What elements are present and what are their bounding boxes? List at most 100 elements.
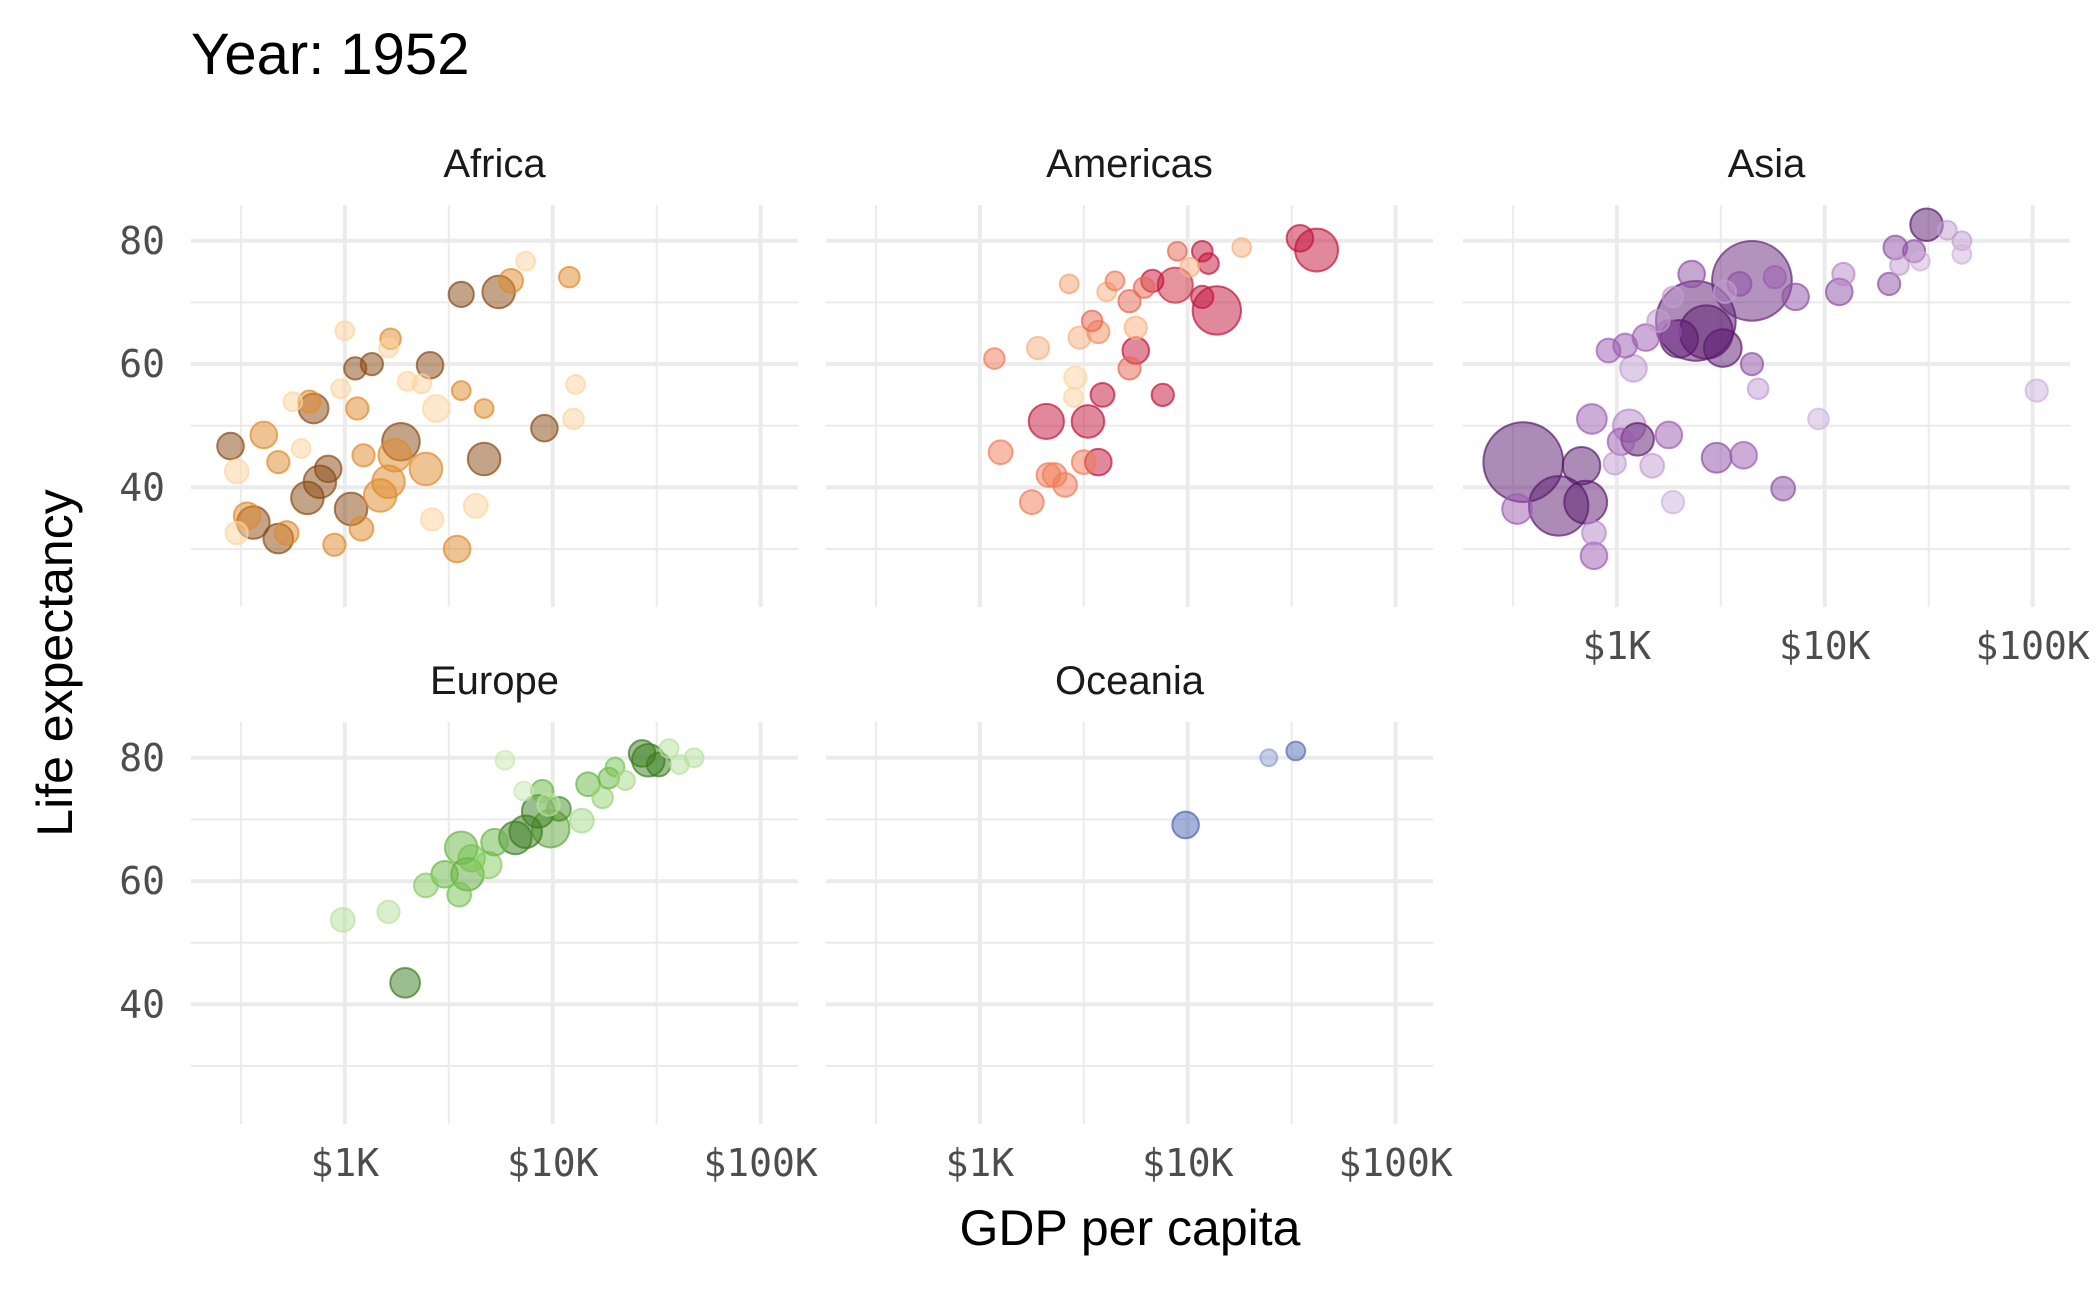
data-point: [494, 749, 516, 771]
data-point: [1231, 237, 1253, 258]
data-point: [1027, 402, 1065, 440]
facet-africa: Africa 40 60 80: [119, 142, 798, 607]
data-point: [1063, 365, 1088, 390]
x-tick-label: $10K: [1142, 1141, 1234, 1185]
data-point: [351, 443, 376, 468]
x-tick-label: $1K: [946, 1141, 1015, 1185]
data-point: [1746, 377, 1770, 401]
data-point: [1089, 382, 1116, 408]
data-point: [330, 378, 352, 400]
data-point: [983, 347, 1006, 370]
data-point: [1062, 386, 1084, 408]
y-tick-label: 40: [119, 465, 165, 509]
data-point: [1576, 403, 1608, 435]
data-point: [1951, 243, 1973, 265]
data-point: [1179, 256, 1201, 278]
data-point: [473, 398, 495, 419]
data-point: [1259, 748, 1279, 768]
data-point: [408, 451, 444, 487]
data-point: [1762, 265, 1787, 290]
data-point: [1080, 309, 1104, 333]
data-point: [1889, 255, 1910, 276]
data-point: [604, 756, 626, 778]
data-point: [536, 792, 561, 817]
data-point: [1117, 289, 1142, 314]
data-point: [513, 780, 535, 802]
data-point: [224, 520, 249, 546]
x-tick-label: $10K: [1779, 624, 1871, 668]
data-point: [1660, 490, 1686, 515]
data-point: [266, 449, 291, 475]
x-tick-label: $1K: [1583, 624, 1652, 668]
facet-asia: Asia $1K $10K $100K: [1463, 142, 2090, 668]
data-point: [1739, 351, 1765, 377]
y-tick-label: 40: [119, 982, 165, 1026]
data-point: [1171, 810, 1200, 840]
facet-americas: Americas: [826, 142, 1433, 607]
data-point: [1579, 541, 1609, 571]
data-point: [1197, 252, 1220, 275]
facet-label: Africa: [443, 142, 546, 186]
data-point: [216, 431, 245, 461]
data-point: [345, 396, 370, 421]
data-point: [558, 265, 581, 289]
data-point: [422, 394, 451, 423]
data-point: [359, 351, 384, 377]
data-point: [389, 966, 421, 999]
y-tick-label: 60: [119, 859, 165, 903]
data-point: [1123, 315, 1148, 340]
data-point: [249, 420, 279, 450]
data-point: [1561, 446, 1602, 486]
x-axis-title: GDP per capita: [960, 1200, 1301, 1256]
data-point: [1677, 259, 1706, 289]
data-point: [1831, 261, 1856, 287]
data-point: [987, 439, 1014, 466]
data-point: [658, 738, 680, 759]
data-point: [1150, 382, 1175, 408]
y-axis-title: Life expectancy: [27, 489, 83, 836]
data-point: [1703, 328, 1743, 368]
data-point: [1606, 427, 1636, 457]
data-point: [411, 373, 433, 395]
data-point: [450, 380, 472, 401]
data-point: [1025, 335, 1051, 361]
data-point: [1807, 407, 1830, 431]
data-point: [273, 520, 300, 546]
data-point: [1070, 449, 1097, 475]
data-point: [334, 320, 356, 342]
data-point: [462, 492, 489, 519]
data-point: [1781, 282, 1810, 312]
data-point: [1104, 270, 1126, 292]
data-point: [1117, 356, 1142, 381]
data-point: [1581, 520, 1607, 546]
data-point: [683, 747, 705, 769]
data-point: [1729, 441, 1758, 470]
data-point: [1654, 420, 1684, 450]
data-point: [1770, 475, 1797, 502]
data-point: [498, 267, 525, 294]
facet-label: Americas: [1046, 142, 1213, 186]
data-point: [568, 807, 595, 834]
data-point: [413, 872, 439, 899]
data-point: [1052, 472, 1078, 498]
data-point: [223, 458, 250, 485]
data-point: [562, 407, 585, 431]
data-point: [1877, 271, 1902, 297]
facet-label: Europe: [430, 659, 559, 703]
data-point: [466, 441, 502, 477]
data-point: [565, 374, 586, 395]
data-point: [447, 280, 475, 309]
data-point: [282, 391, 304, 413]
y-tick-label: 60: [119, 342, 165, 386]
data-point: [348, 515, 375, 542]
data-point: [1018, 489, 1045, 516]
data-point: [1501, 493, 1533, 525]
facet-label: Asia: [1728, 142, 1807, 186]
data-point: [1612, 332, 1639, 359]
data-point: [290, 480, 325, 516]
data-point: [1285, 224, 1315, 253]
data-point: [1936, 219, 1958, 241]
data-point: [591, 786, 614, 810]
